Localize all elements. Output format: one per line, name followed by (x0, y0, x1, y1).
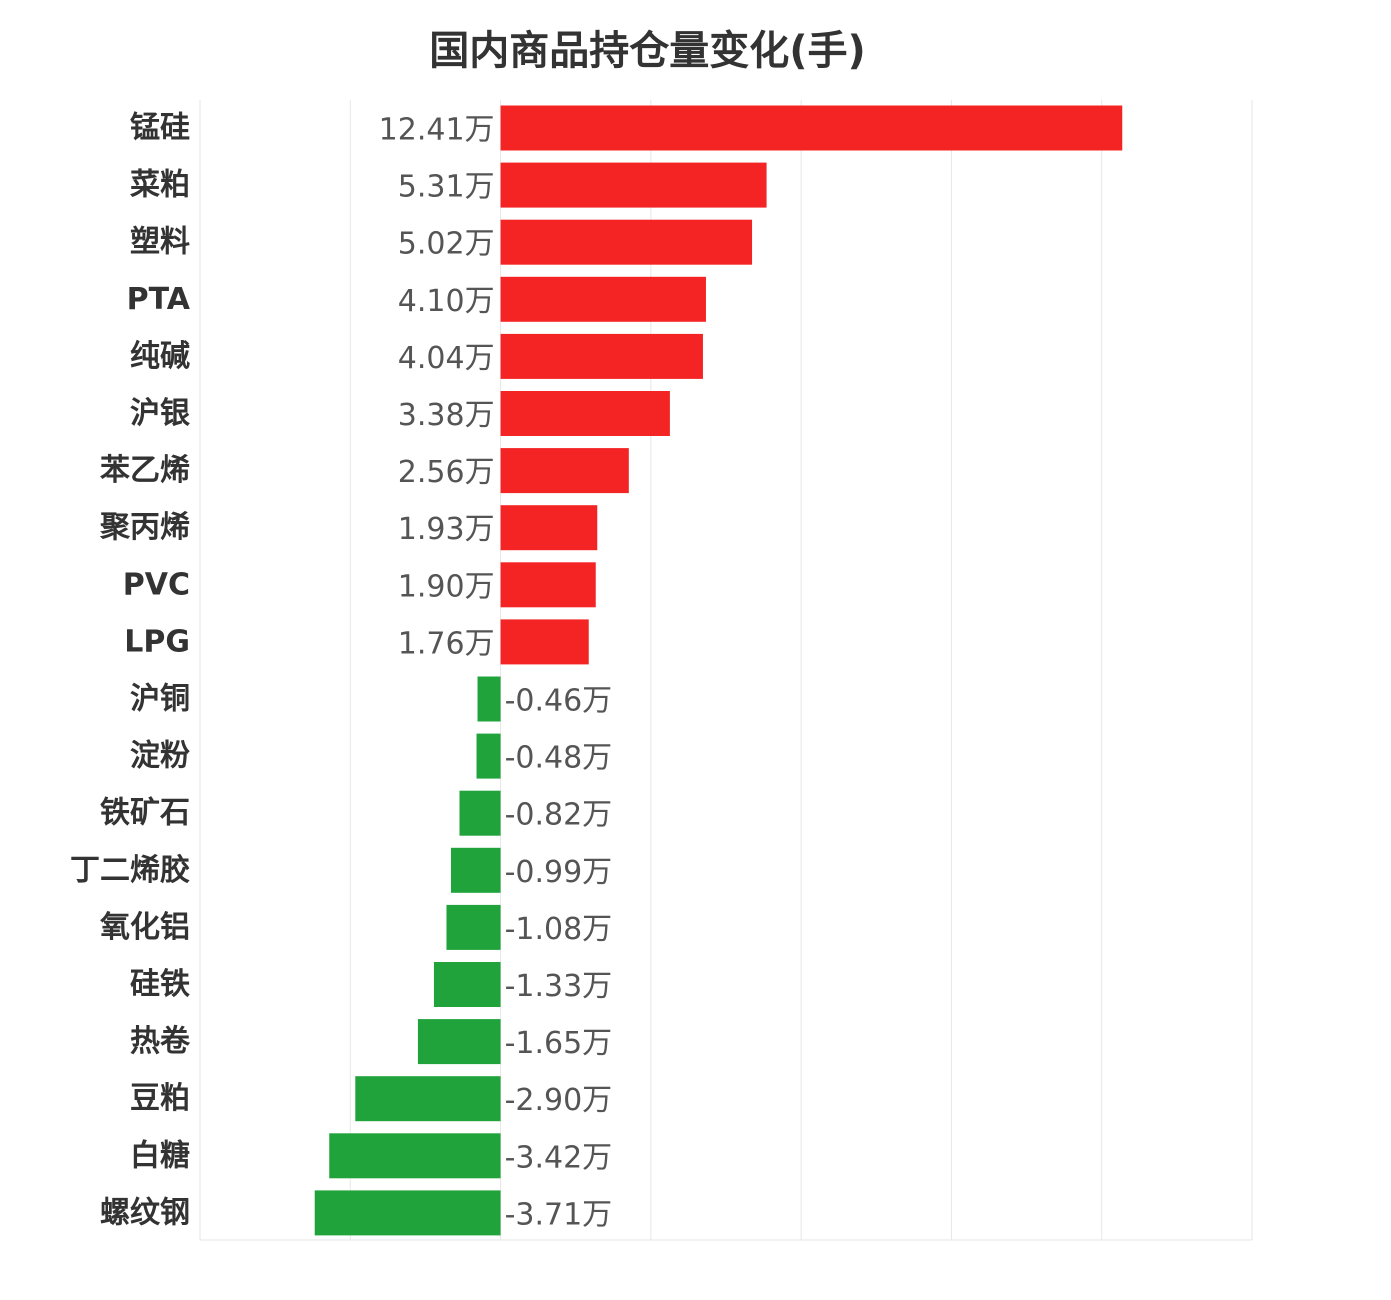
data-label: 1.76万 (398, 626, 495, 661)
bar (500, 505, 598, 551)
data-label: -0.46万 (505, 684, 613, 719)
data-label: -3.42万 (505, 1140, 613, 1175)
bar (329, 1133, 501, 1179)
bar (477, 676, 501, 722)
category-label: 白糖 (130, 1138, 190, 1173)
data-label: -1.33万 (505, 969, 613, 1004)
category-label: PTA (127, 282, 191, 317)
bar (500, 276, 706, 322)
data-label: 1.90万 (398, 569, 495, 604)
bar (500, 162, 767, 208)
category-label: 硅铁 (130, 967, 190, 1002)
data-label: 1.93万 (398, 512, 495, 547)
data-label: 5.31万 (398, 170, 495, 205)
category-label: 菜粕 (130, 168, 190, 203)
category-label: 热卷 (130, 1024, 191, 1059)
category-label: 聚丙烯 (99, 510, 190, 545)
category-label: 氧化铝 (100, 910, 190, 945)
data-label: -1.65万 (505, 1026, 613, 1061)
category-label: 丁二烯胶 (70, 853, 190, 888)
category-label: 豆粕 (130, 1081, 190, 1116)
category-label: LPG (124, 624, 190, 659)
data-label: 4.04万 (398, 341, 495, 376)
bar (500, 448, 629, 494)
data-label: 4.10万 (398, 284, 495, 319)
category-label: 沪银 (130, 396, 190, 431)
data-label: 3.38万 (398, 398, 495, 433)
category-label: 苯乙烯 (100, 453, 190, 488)
data-label: -0.82万 (505, 798, 613, 833)
data-label: 2.56万 (398, 455, 495, 490)
bar (500, 562, 596, 608)
category-label: 锰硅 (130, 111, 190, 146)
bars (314, 105, 1123, 1236)
bar (500, 391, 670, 436)
grid-lines (199, 100, 1253, 1241)
bar (450, 847, 501, 893)
category-label: 螺纹钢 (100, 1195, 190, 1230)
chart-title: 国内商品持仓量变化(手) (429, 28, 866, 74)
bar (433, 962, 501, 1007)
bar (417, 1019, 501, 1065)
data-label: -0.48万 (505, 741, 613, 776)
bar (500, 333, 703, 379)
category-label: 铁矿石 (100, 796, 190, 831)
data-label: 12.41万 (379, 113, 495, 148)
category-label: 纯碱 (130, 339, 190, 374)
bar (500, 105, 1123, 151)
bar (459, 790, 501, 836)
bar (446, 904, 501, 950)
bar (314, 1190, 501, 1236)
category-label: 淀粉 (130, 739, 190, 774)
data-label: -3.71万 (505, 1197, 613, 1232)
bar (355, 1076, 501, 1122)
category-label: PVC (123, 567, 190, 602)
data-label: -2.90万 (505, 1083, 613, 1118)
data-label: 5.02万 (398, 227, 495, 262)
data-label: -0.99万 (505, 855, 613, 890)
bar (500, 619, 589, 665)
data-label: -1.08万 (505, 912, 613, 947)
category-label: 塑料 (130, 225, 190, 260)
bar (500, 219, 753, 265)
category-label: 沪铜 (130, 682, 190, 717)
bar (476, 733, 501, 779)
